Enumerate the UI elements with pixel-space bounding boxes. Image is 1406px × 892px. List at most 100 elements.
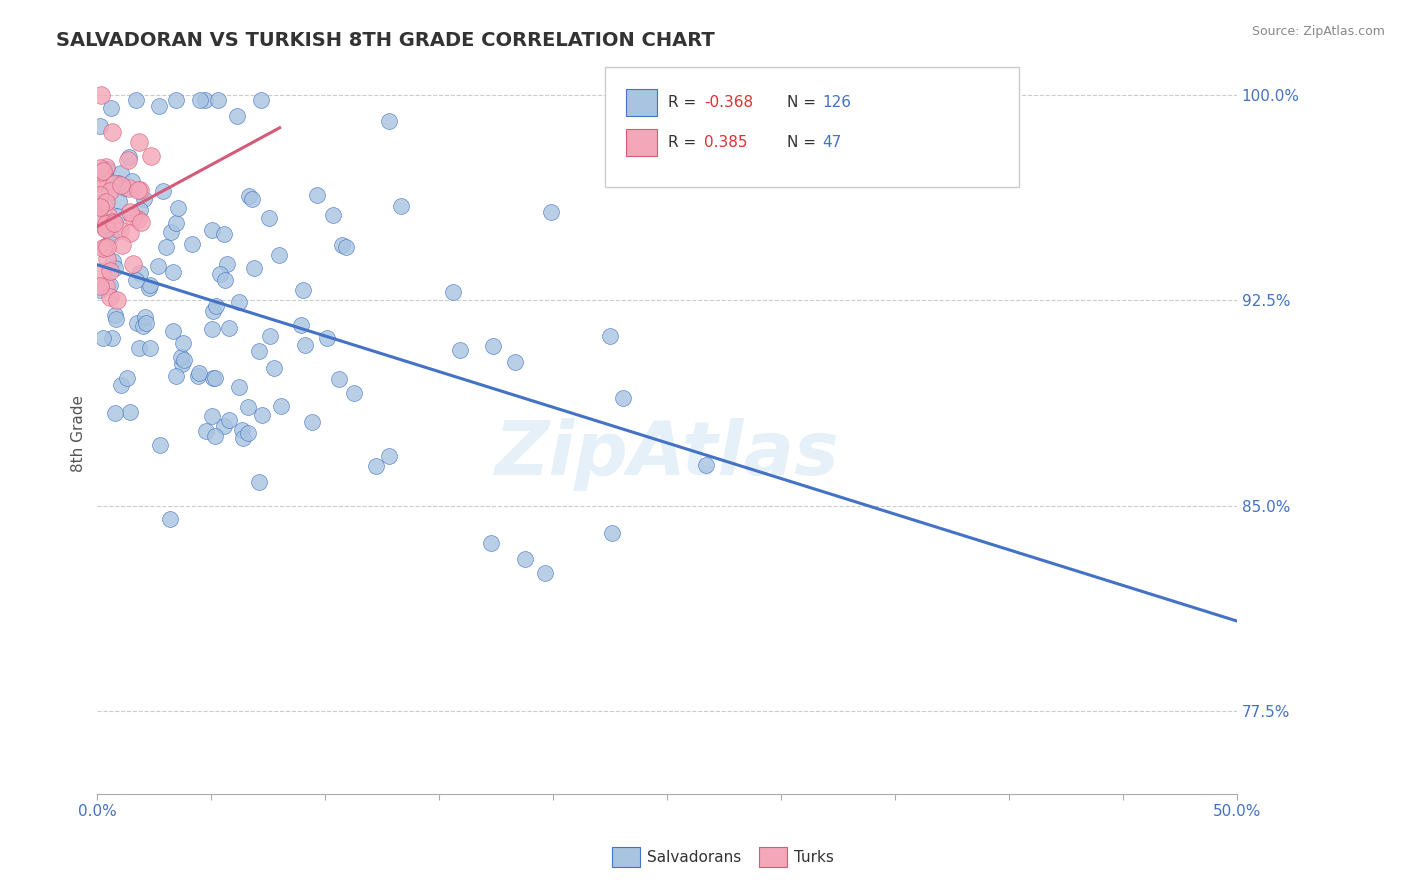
Point [159,512,181,526]
Point [89,278,111,293]
Point [121,211,143,225]
Point [96,162,118,177]
Point [214,227,236,241]
Point [96,195,118,210]
Point [134,310,156,324]
Point [127,211,149,226]
Point [89,284,111,298]
Point [290,318,312,332]
Text: N =: N = [787,95,821,110]
Point [118,226,141,240]
Point [389,199,412,213]
Point [482,339,505,353]
Point [141,149,163,163]
Point [91,331,114,345]
Point [188,94,211,108]
Point [173,352,195,367]
Text: Salvadorans: Salvadorans [647,850,741,864]
Point [600,526,623,541]
Point [96,217,118,231]
Point [149,438,172,452]
Point [181,237,204,252]
Point [236,426,259,441]
Point [118,204,141,219]
Point [94,162,117,177]
Point [212,419,235,434]
Point [97,208,120,222]
Point [90,265,112,279]
Point [121,257,143,271]
Point [270,399,292,413]
Point [201,409,224,423]
Point [204,371,226,385]
Point [205,299,228,313]
Point [114,180,136,194]
Point [152,184,174,198]
Point [118,181,141,195]
Point [201,321,224,335]
Point [162,265,184,279]
Point [305,188,328,202]
Point [208,267,231,281]
Point [201,223,224,237]
Point [240,192,263,206]
Point [328,372,350,386]
Point [132,192,155,206]
Point [534,566,557,581]
Point [238,189,260,203]
Y-axis label: 8th Grade: 8th Grade [72,395,86,472]
Point [232,431,254,445]
Point [167,201,190,215]
Text: 47: 47 [823,136,842,150]
Text: -0.368: -0.368 [704,95,754,110]
Point [124,94,146,108]
Point [89,171,111,186]
Point [103,253,125,268]
Point [100,101,122,115]
Point [89,176,111,190]
Point [202,304,225,318]
Point [127,183,149,197]
Point [236,400,259,414]
Point [259,329,281,343]
Point [125,272,148,286]
Text: SALVADORAN VS TURKISH 8TH GRADE CORRELATION CHART: SALVADORAN VS TURKISH 8TH GRADE CORRELAT… [56,31,716,50]
Point [104,406,127,420]
Point [89,120,111,134]
Point [94,221,117,235]
Point [612,391,634,405]
Point [366,459,388,474]
Point [316,331,339,345]
Point [103,309,125,323]
Point [194,94,217,108]
Point [195,424,218,438]
Point [292,283,315,297]
Point [135,316,157,330]
Point [98,277,121,292]
Point [228,380,250,394]
Point [110,178,132,192]
Point [110,377,132,392]
Point [169,350,191,364]
Point [117,153,139,167]
Point [127,316,149,330]
Point [540,205,562,219]
Text: R =: R = [668,136,706,150]
Point [100,229,122,244]
Point [162,325,184,339]
Point [100,185,122,199]
Point [257,211,280,225]
Point [165,216,187,230]
Point [108,223,131,237]
Point [89,173,111,187]
Point [335,240,357,254]
Point [105,210,128,224]
Point [128,135,150,149]
Point [479,536,502,550]
Point [98,290,121,304]
Text: Source: ZipAtlas.com: Source: ZipAtlas.com [1251,25,1385,38]
Point [107,176,129,190]
Point [218,412,240,426]
Point [138,341,160,355]
Point [513,551,536,566]
